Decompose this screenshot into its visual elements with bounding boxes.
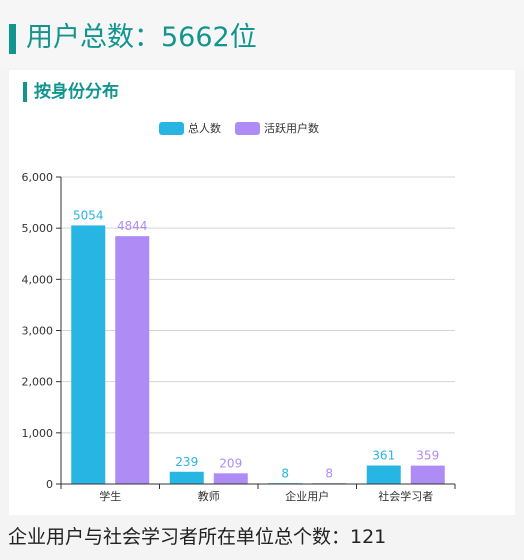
distribution-card: 按身份分布 总人数 活跃用户数 0 1,000 2,000 3,000 4,000 5,00…	[9, 70, 515, 515]
legend-swatch-2	[235, 122, 260, 135]
x-tick-label: 企业用户	[285, 489, 329, 503]
x-tick-label: 社会学习者	[378, 489, 433, 503]
x-axis: 学生 教师 企业用户 社会学习者	[60, 483, 456, 503]
y-tick-label: 1,000	[22, 427, 54, 440]
legend-swatch-1	[159, 122, 184, 135]
bar-value-label: 359	[416, 449, 439, 463]
header-accent-bar	[9, 24, 16, 54]
y-tick-label: 5,000	[22, 222, 54, 235]
bar-value-label: 8	[325, 467, 333, 481]
section-accent-bar	[23, 82, 27, 102]
y-tick-label: 0	[46, 478, 53, 491]
bar-value-label: 209	[219, 456, 242, 470]
bar-2-1[interactable]	[115, 236, 150, 484]
x-tick-label: 学生	[99, 489, 121, 503]
bar-1-2[interactable]	[169, 471, 204, 484]
y-tick-label: 4,000	[22, 273, 54, 286]
bar-1-1[interactable]	[71, 225, 106, 484]
section-title: 按身份分布	[34, 82, 119, 102]
bar-1-4[interactable]	[366, 465, 401, 484]
page-title: 用户总数：5662位	[26, 22, 257, 53]
bar-value-label: 5054	[73, 208, 104, 222]
y-tick-label: 2,000	[22, 376, 54, 389]
bar-2-2[interactable]	[213, 473, 248, 484]
y-tick-label: 3,000	[22, 325, 54, 338]
y-tick-label: 6,000	[22, 171, 54, 184]
legend-label-2: 活跃用户数	[264, 121, 319, 135]
bar-2-4[interactable]	[410, 465, 445, 484]
chart-bars: 5054 4844 239 209 8 8 361 359	[71, 208, 445, 484]
chart-legend[interactable]: 总人数 活跃用户数	[159, 121, 319, 135]
bar-chart: 总人数 活跃用户数 0 1,000 2,000 3,000 4,000 5,000 6,000…	[22, 121, 456, 503]
bar-value-label: 239	[175, 455, 198, 469]
x-tick-label: 教师	[198, 490, 220, 503]
bar-value-label: 8	[281, 467, 289, 481]
page-header: 用户总数：5662位	[0, 0, 524, 68]
organization-count-text: 企业用户与社会学习者所在单位总个数：121	[8, 526, 387, 548]
bar-value-label: 4844	[117, 219, 148, 233]
bar-value-label: 361	[372, 449, 395, 463]
legend-label-1: 总人数	[188, 121, 221, 135]
y-axis: 0 1,000 2,000 3,000 4,000 5,000 6,000	[22, 171, 62, 491]
